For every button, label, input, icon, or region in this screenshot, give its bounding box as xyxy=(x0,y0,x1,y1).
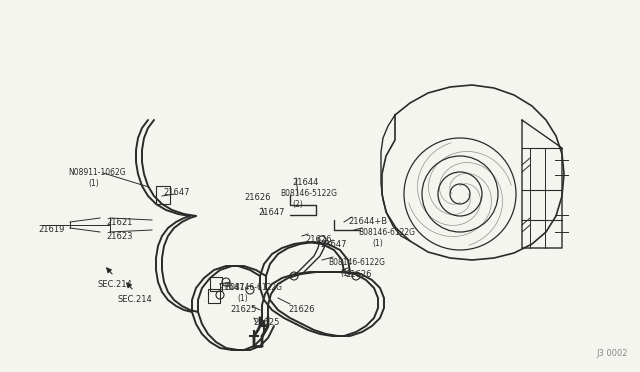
Text: 21644: 21644 xyxy=(292,178,318,187)
Text: 21619: 21619 xyxy=(38,225,65,234)
Text: 21626: 21626 xyxy=(305,235,332,244)
Text: 21625: 21625 xyxy=(230,305,257,314)
Text: 21647: 21647 xyxy=(320,240,346,249)
Text: 21626: 21626 xyxy=(244,193,271,202)
Text: 21626: 21626 xyxy=(288,305,314,314)
Text: (2): (2) xyxy=(292,200,303,209)
Text: 21626: 21626 xyxy=(345,270,371,279)
Text: SEC.214: SEC.214 xyxy=(97,280,132,289)
Text: 21644+B: 21644+B xyxy=(348,217,387,226)
Bar xyxy=(210,277,222,291)
Text: (1): (1) xyxy=(88,179,99,188)
Text: 21621: 21621 xyxy=(106,218,132,227)
Text: 21625: 21625 xyxy=(253,318,280,327)
Text: B08146-5122G: B08146-5122G xyxy=(280,189,337,198)
Bar xyxy=(208,289,220,303)
Text: B08146-6122G: B08146-6122G xyxy=(358,228,415,237)
Text: B08146-6122G: B08146-6122G xyxy=(225,283,282,292)
Text: 21647: 21647 xyxy=(163,188,189,197)
Text: 21647: 21647 xyxy=(218,283,244,292)
Bar xyxy=(156,186,170,204)
Text: 21647: 21647 xyxy=(258,208,285,217)
Text: B08146-6122G: B08146-6122G xyxy=(328,258,385,267)
Text: N08911-1062G: N08911-1062G xyxy=(68,168,125,177)
Text: (1): (1) xyxy=(340,269,351,278)
Text: 21623: 21623 xyxy=(106,232,132,241)
Text: SEC.214: SEC.214 xyxy=(118,295,153,304)
Text: (1): (1) xyxy=(372,239,383,248)
Text: (1): (1) xyxy=(237,294,248,303)
Text: J3 0002: J3 0002 xyxy=(596,349,628,358)
